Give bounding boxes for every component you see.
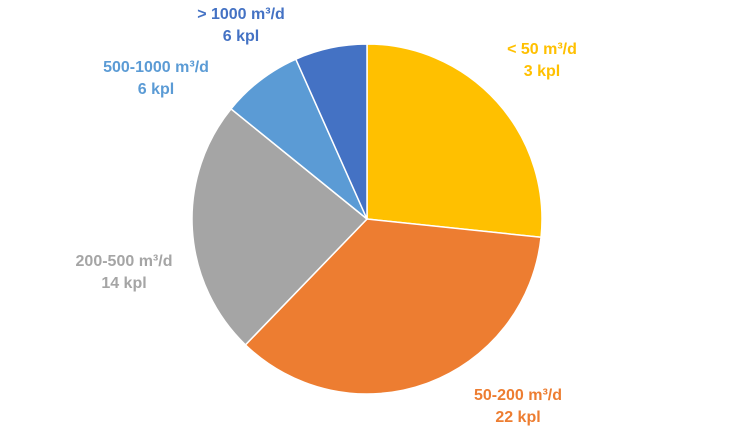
slice-value-label: 6 kpl xyxy=(223,28,259,45)
pie-slice xyxy=(191,107,369,346)
slice-category-label: 200-500 m³/d xyxy=(76,253,173,270)
slice-value-label: 3 kpl xyxy=(524,63,560,80)
pie-slice xyxy=(244,218,542,395)
slice-category-label: < 50 m³/d xyxy=(507,41,577,58)
slice-category-label: 500-1000 m³/d xyxy=(103,59,209,76)
slice-value-label: 14 kpl xyxy=(101,275,146,292)
slice-value-label: 22 kpl xyxy=(495,409,540,426)
pie-labels: < 50 m³/d 3 kpl 50-200 m³/d 22 kpl 200-500 m… xyxy=(76,6,577,426)
pie-slices xyxy=(191,43,543,395)
pie-slice xyxy=(294,43,368,220)
slice-category-label: 50-200 m³/d xyxy=(474,387,562,404)
slice-value-label: 6 kpl xyxy=(138,81,174,98)
pie-slice xyxy=(366,43,543,239)
slice-category-label: > 1000 m³/d xyxy=(197,6,285,23)
